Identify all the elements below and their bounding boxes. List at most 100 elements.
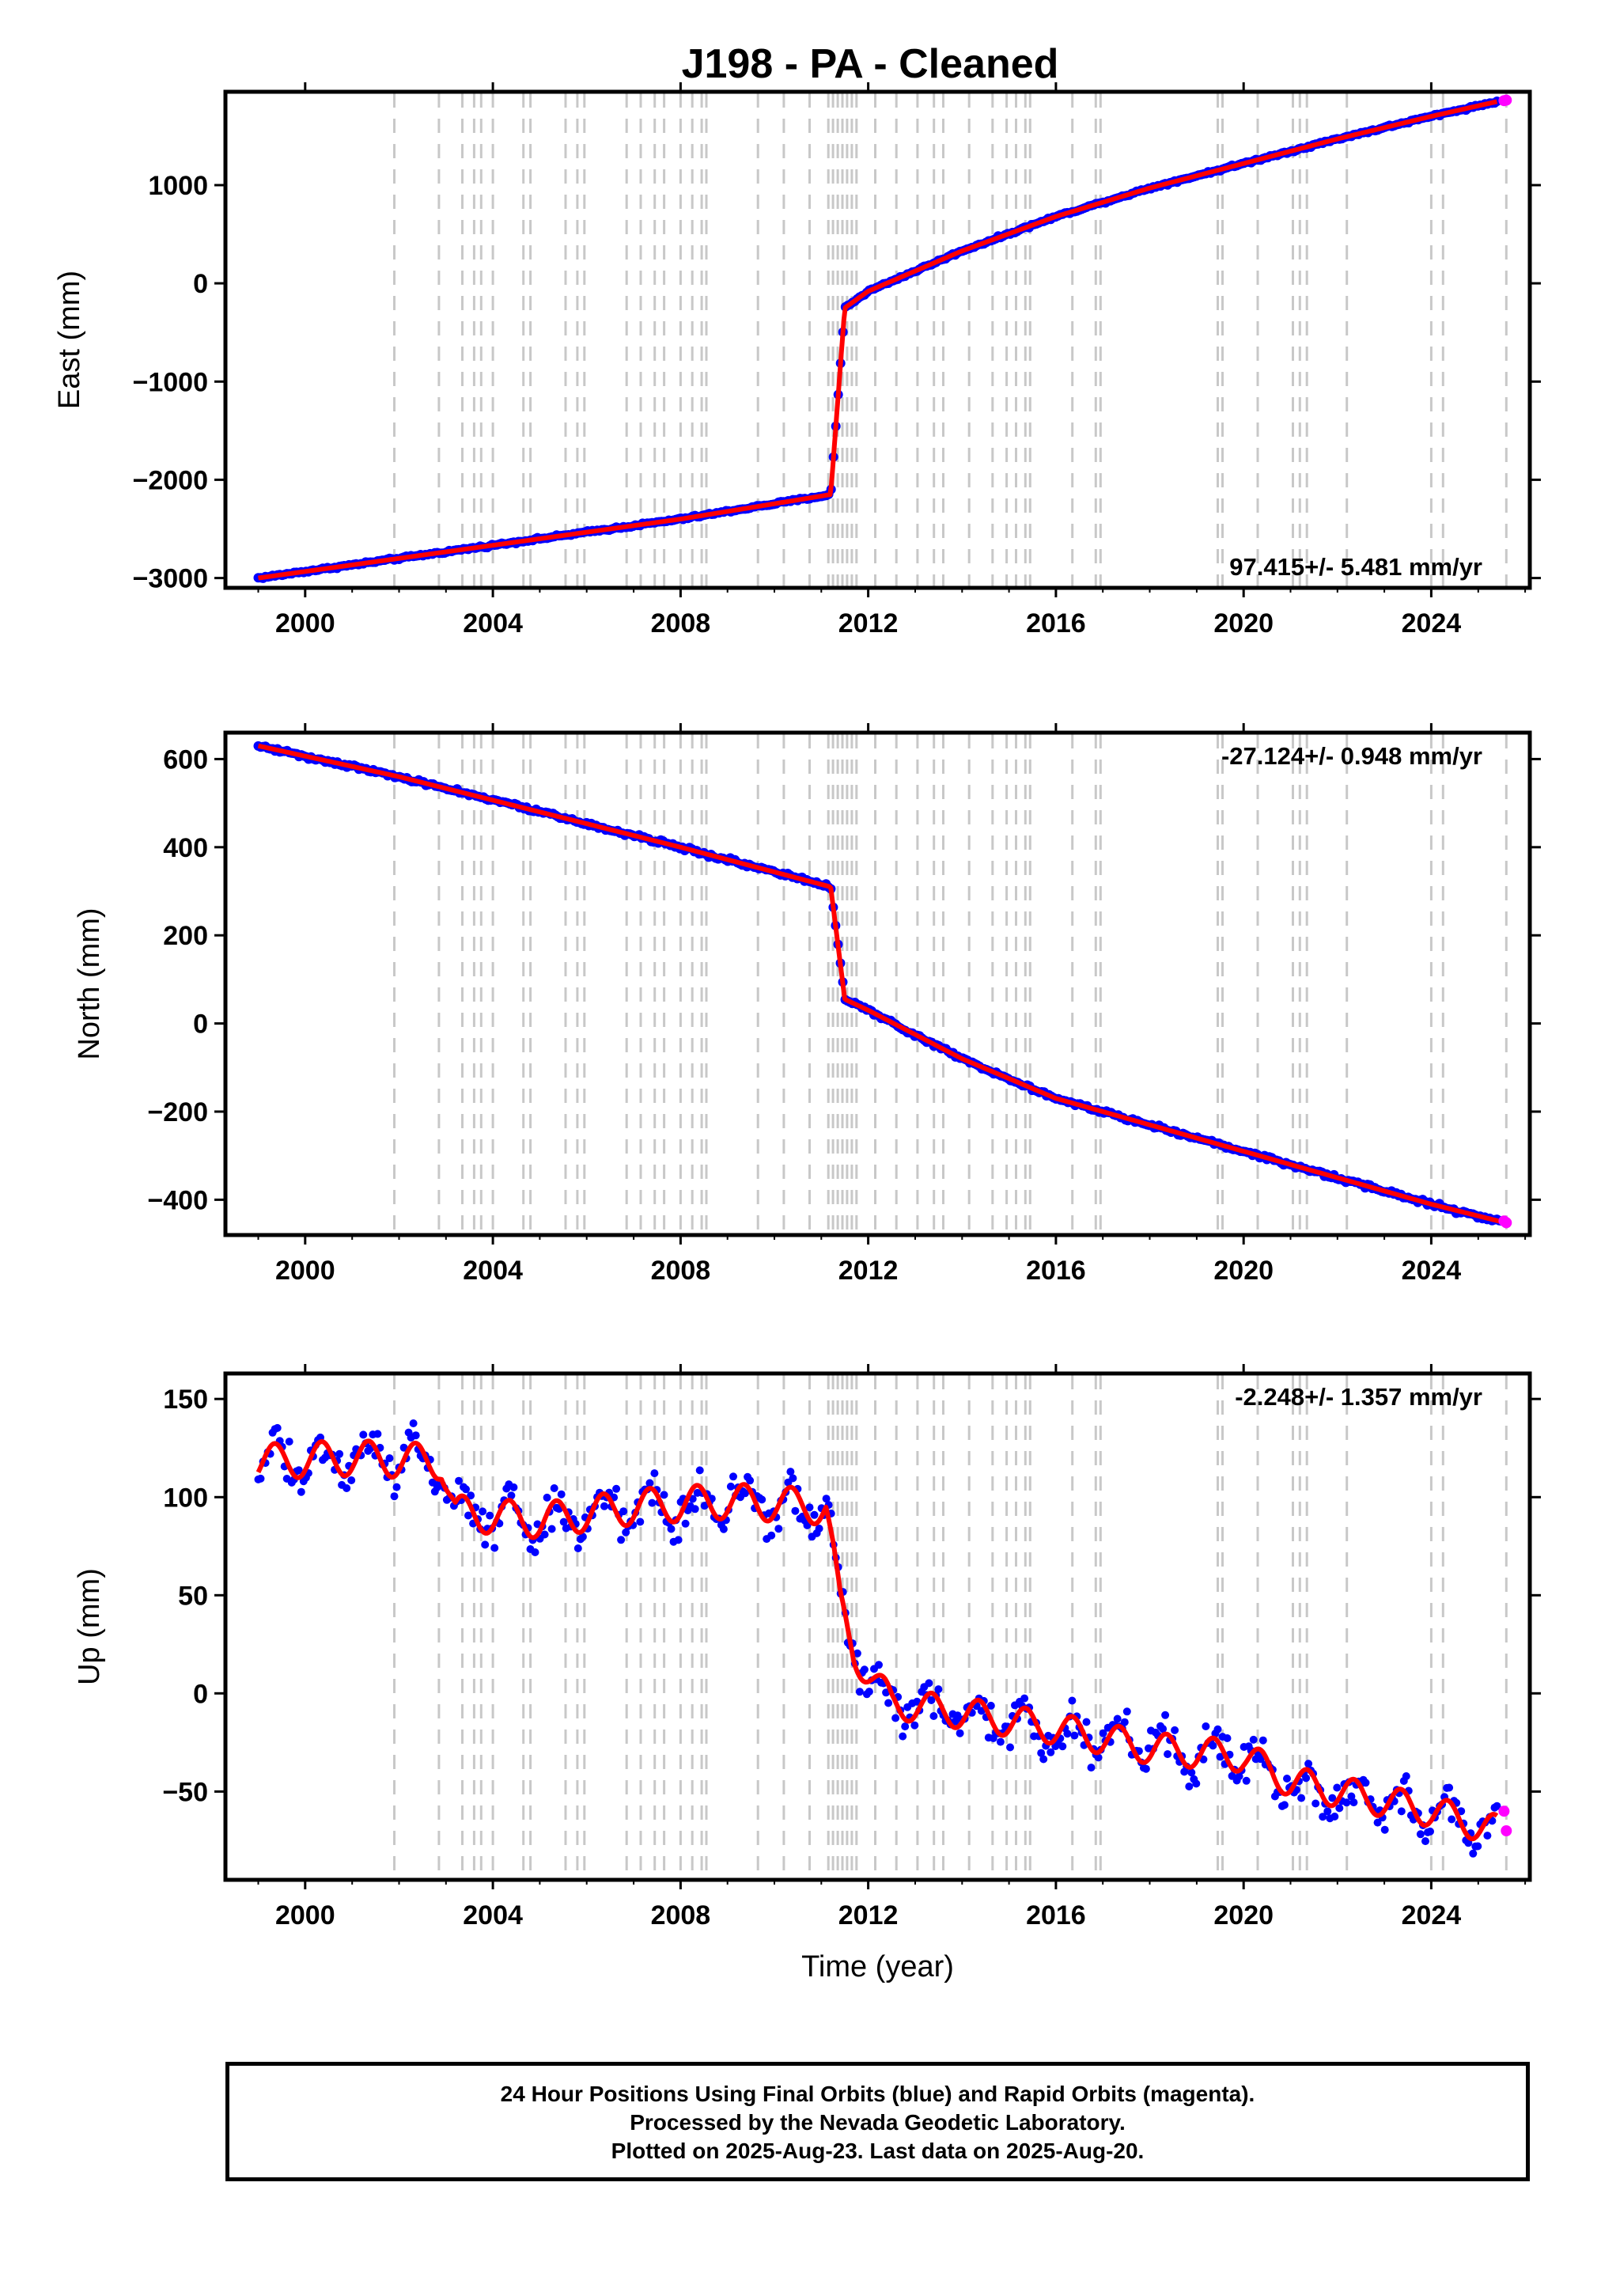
final-orbit-point [927, 1696, 936, 1704]
final-orbit-point [1330, 1813, 1339, 1821]
final-orbit-point [1469, 1849, 1478, 1858]
final-orbit-point [1185, 1783, 1194, 1790]
y-tick-label: 0 [193, 269, 208, 299]
final-orbit-point [805, 1503, 814, 1512]
y-tick-label: −400 [147, 1185, 208, 1215]
final-orbit-point [385, 1454, 394, 1463]
final-orbit-point [1209, 1741, 1217, 1750]
x-tick-label: 2012 [838, 1256, 899, 1286]
final-orbit-point [1113, 1714, 1122, 1723]
final-orbit-point [1120, 1718, 1129, 1726]
final-orbit-point [741, 1489, 749, 1498]
x-tick-label: 2016 [1026, 1900, 1086, 1930]
final-orbit-point [996, 1737, 1005, 1746]
final-orbit-point [1256, 1755, 1265, 1764]
x-tick-label: 2000 [275, 1900, 335, 1930]
final-orbit-point [1416, 1830, 1425, 1839]
final-orbit-point [860, 1665, 869, 1674]
north-step-lines [393, 734, 1508, 1233]
final-orbit-point [786, 1468, 795, 1476]
final-orbit-point [373, 1430, 382, 1438]
final-orbit-point [578, 1533, 587, 1541]
final-orbit-point [1099, 1729, 1107, 1737]
x-tick-label: 2012 [838, 1900, 899, 1930]
final-orbit-point [479, 1507, 487, 1516]
up-rate-label: -2.248+/- 1.357 mm/yr [1235, 1383, 1482, 1411]
final-orbit-point [789, 1474, 797, 1483]
up-y-axis: −50 0 50 100 150 [162, 1385, 1541, 1807]
final-orbit-point [758, 1495, 766, 1504]
final-orbit-point [531, 1548, 539, 1556]
final-orbit-point [1323, 1807, 1332, 1816]
east-y-axis-label: East (mm) [53, 271, 86, 409]
final-orbit-point [1058, 1742, 1067, 1751]
final-orbit-point [1421, 1837, 1429, 1846]
final-orbit-point [462, 1485, 470, 1494]
final-orbit-point [1223, 1734, 1232, 1742]
up-y-axis-label: Up (mm) [73, 1568, 106, 1685]
footer-line-1: 24 Hour Positions Using Final Orbits (bl… [500, 2082, 1255, 2106]
final-orbit-point [1304, 1760, 1313, 1768]
up-plot-frame [223, 1371, 1532, 1882]
final-orbit-point [767, 1531, 776, 1540]
final-orbit-point [1082, 1718, 1091, 1726]
final-orbit-point [559, 1517, 568, 1526]
final-orbit-point [1122, 1707, 1131, 1716]
y-tick-label: −3000 [133, 564, 209, 594]
final-orbit-point [899, 1732, 907, 1741]
final-orbit-point [951, 1717, 959, 1726]
final-orbit-point [359, 1430, 368, 1439]
east-step-lines [393, 93, 1508, 586]
final-orbit-point [600, 1502, 608, 1510]
final-orbit-point [986, 1701, 995, 1710]
north-panel: 2000 2004 2008 2012 2016 2020 2024 −400 −200 0 200… [73, 723, 1541, 1286]
final-orbit-point [1349, 1798, 1358, 1807]
final-orbit-point [509, 1483, 518, 1491]
final-orbit-point [884, 1699, 893, 1707]
final-orbit-point [490, 1544, 499, 1552]
final-orbit-point [934, 1685, 943, 1694]
x-tick-label: 2008 [651, 608, 711, 638]
y-tick-label: 600 [163, 744, 208, 775]
final-orbit-point [636, 1517, 645, 1526]
final-orbit-point [390, 1492, 399, 1501]
final-orbit-point [791, 1506, 800, 1515]
final-orbit-point [617, 1536, 626, 1544]
north-rapid-orbit-points [1498, 1215, 1512, 1229]
rapid-orbit-point [1501, 94, 1512, 106]
final-orbit-point [464, 1511, 472, 1520]
x-tick-label: 2004 [463, 1256, 523, 1286]
final-orbit-point [1319, 1813, 1327, 1821]
final-orbit-point [411, 1431, 420, 1440]
y-tick-label: 50 [178, 1581, 208, 1611]
x-tick-label: 2004 [463, 1900, 523, 1930]
final-orbit-point [507, 1491, 516, 1500]
final-orbit-point [285, 1438, 293, 1446]
final-orbit-point [1202, 1722, 1210, 1730]
east-plot-frame [223, 89, 1532, 590]
x-tick-label: 2020 [1213, 608, 1274, 638]
final-orbit-point [645, 1479, 654, 1487]
final-orbit-point [1448, 1815, 1456, 1824]
final-orbit-point [335, 1449, 344, 1458]
final-orbit-point [1006, 1743, 1014, 1752]
final-orbit-point [1020, 1694, 1029, 1703]
final-orbit-point [612, 1484, 621, 1493]
final-orbit-point [1347, 1792, 1356, 1801]
y-tick-label: 200 [163, 921, 208, 951]
x-tick-label: 2008 [651, 1900, 711, 1930]
y-tick-label: −200 [147, 1097, 208, 1127]
final-orbit-point [1094, 1753, 1103, 1762]
east-rate-label: 97.415+/- 5.481 mm/yr [1229, 553, 1482, 581]
final-orbit-point [550, 1484, 558, 1492]
final-orbit-point [774, 1525, 783, 1533]
final-orbit-point [1258, 1736, 1267, 1745]
final-orbit-point [1216, 1752, 1224, 1761]
final-orbit-point [294, 1466, 303, 1475]
footer-line-3: Plotted on 2025-Aug-23. Last data on 202… [611, 2139, 1145, 2163]
final-orbit-point [392, 1483, 401, 1491]
final-orbit-point [399, 1443, 408, 1452]
north-y-axis-label: North (mm) [73, 907, 106, 1059]
final-orbit-point [855, 1688, 864, 1696]
